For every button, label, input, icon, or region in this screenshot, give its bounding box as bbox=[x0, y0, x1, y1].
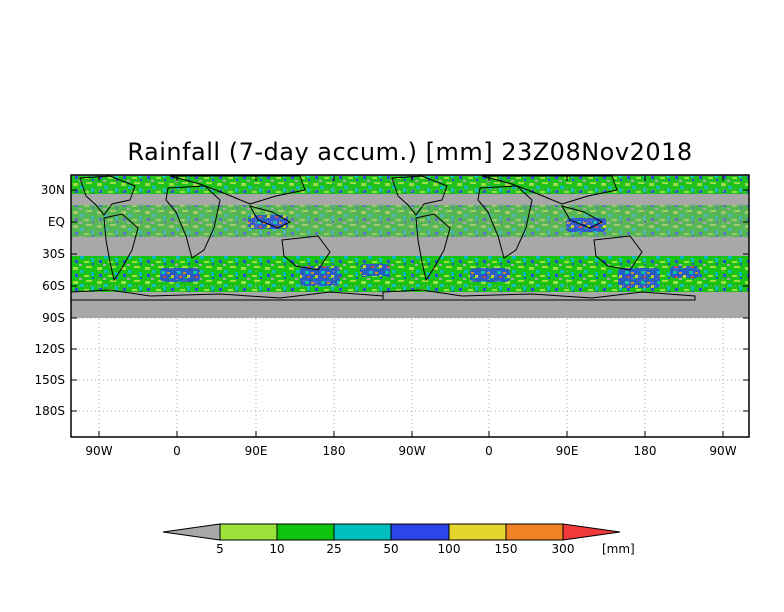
colorbar-label: 5 bbox=[216, 542, 224, 556]
colorbar-units: [mm] bbox=[602, 542, 635, 556]
coastline bbox=[71, 289, 384, 301]
longitude-label: 90W bbox=[709, 444, 736, 458]
latitude-label: 150S bbox=[34, 373, 65, 387]
longitude-label: 180 bbox=[634, 444, 657, 458]
longitude-label: 90W bbox=[85, 444, 112, 458]
coastlines bbox=[71, 175, 696, 301]
longitude-label: 0 bbox=[485, 444, 493, 458]
coastline bbox=[169, 175, 306, 205]
grid-lines bbox=[71, 175, 749, 437]
rain-band bbox=[71, 176, 749, 194]
latitude-label: EQ bbox=[48, 215, 65, 229]
longitude-ticks: 90W 0 90E 180 90W 0 90E 180 90W bbox=[85, 175, 737, 458]
colorbar-label: 25 bbox=[326, 542, 341, 556]
longitude-label: 90E bbox=[556, 444, 579, 458]
longitude-label: 90E bbox=[245, 444, 268, 458]
coastline bbox=[560, 205, 604, 229]
colorbar-segment bbox=[390, 523, 450, 541]
longitude-label: 0 bbox=[173, 444, 181, 458]
coastline bbox=[382, 289, 696, 301]
colorbar-label: 150 bbox=[495, 542, 518, 556]
coastline bbox=[281, 235, 331, 271]
heavy-rain-patch bbox=[566, 218, 606, 232]
coastline bbox=[165, 185, 221, 259]
colorbar-label: 50 bbox=[383, 542, 398, 556]
colorbar: 5 10 25 50 100 150 300 [mm] bbox=[162, 523, 635, 556]
coastline bbox=[248, 205, 292, 229]
colorbar-segment bbox=[448, 523, 507, 541]
rain-band bbox=[71, 205, 749, 237]
heavy-rain-patch bbox=[670, 266, 700, 278]
coastline bbox=[593, 235, 643, 271]
colorbar-label: 100 bbox=[438, 542, 461, 556]
colorbar-segment bbox=[562, 523, 621, 541]
colorbar-segment bbox=[276, 523, 335, 541]
heavy-rain-patch bbox=[360, 264, 390, 276]
coastline bbox=[415, 213, 451, 282]
latitude-label: 30S bbox=[42, 247, 65, 261]
colorbar-segment bbox=[333, 523, 392, 541]
latitude-label: 120S bbox=[34, 342, 65, 356]
coastline bbox=[103, 213, 139, 282]
latitude-label: 30N bbox=[41, 183, 65, 197]
colorbar-segment bbox=[505, 523, 564, 541]
longitude-label: 90W bbox=[398, 444, 425, 458]
coastline bbox=[477, 185, 533, 259]
map-title: Rainfall (7-day accum.) [mm] 23Z08Nov201… bbox=[127, 138, 693, 166]
colorbar-label: 300 bbox=[552, 542, 575, 556]
latitude-ticks: 30N EQ 30S 60S 90S 120S 150S 180S bbox=[34, 183, 749, 418]
coastline bbox=[391, 175, 448, 216]
heavy-rain-patch bbox=[470, 268, 510, 282]
heavy-rain-patch bbox=[618, 268, 660, 288]
longitude-label: 180 bbox=[323, 444, 346, 458]
colorbar-segment bbox=[162, 523, 221, 541]
map-frame bbox=[70, 174, 750, 438]
rain-field bbox=[71, 175, 749, 318]
coastline bbox=[79, 175, 136, 216]
latitude-label: 60S bbox=[42, 279, 65, 293]
colorbar-label: 10 bbox=[269, 542, 284, 556]
coastline bbox=[481, 175, 618, 205]
heavy-rain-patch bbox=[300, 266, 340, 286]
latitude-label: 90S bbox=[42, 311, 65, 325]
heavy-rain-patch bbox=[160, 268, 200, 282]
latitude-label: 180S bbox=[34, 404, 65, 418]
colorbar-segment bbox=[219, 523, 278, 541]
